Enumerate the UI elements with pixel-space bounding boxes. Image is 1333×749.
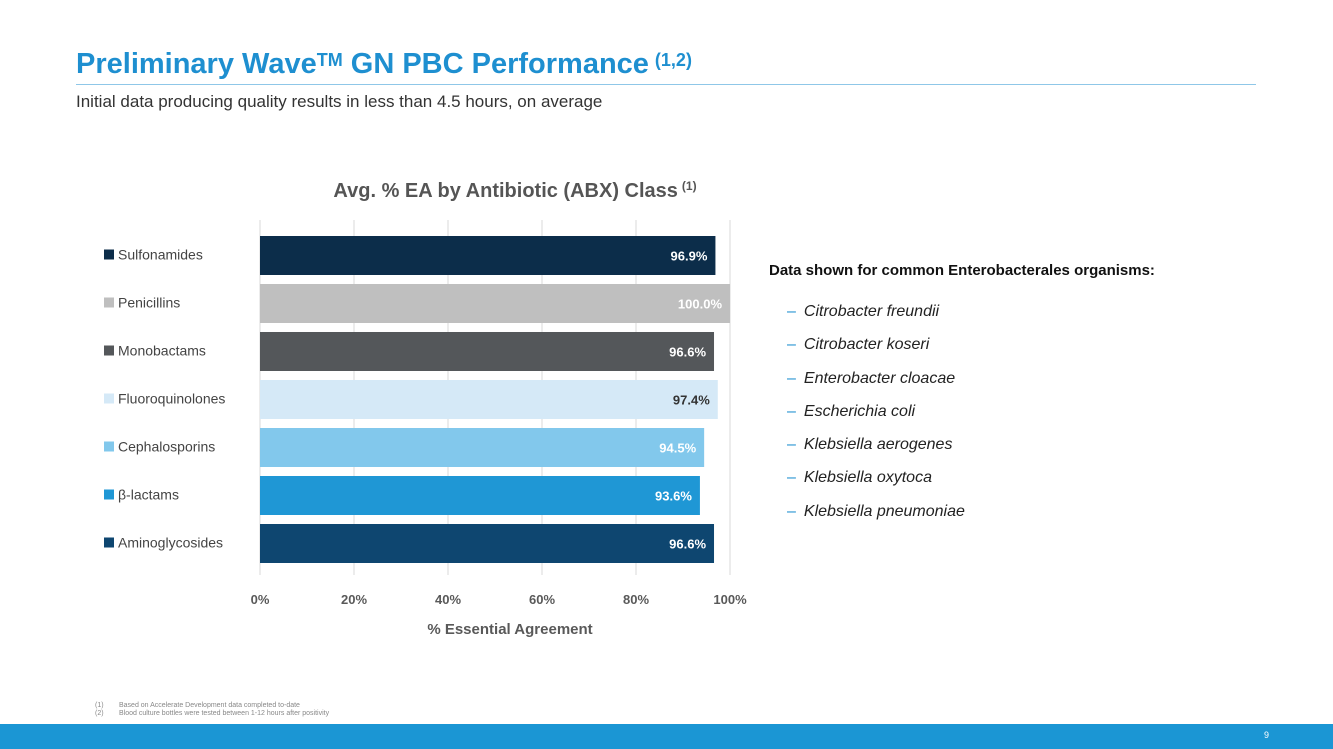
legend-label: Fluoroquinolones [118, 391, 225, 407]
data-label: 96.6% [669, 345, 706, 360]
legend-label: Sulfonamides [118, 247, 203, 263]
title-footnote-refs: (1,2) [654, 50, 692, 70]
organism-item: – Escherichia coli [787, 403, 965, 436]
footnote-number: (2) [95, 710, 104, 717]
data-label: 100.0% [678, 297, 723, 312]
title-rest: GN PBC Performance [342, 48, 649, 80]
organism-item: – Klebsiella pneumoniae [787, 503, 965, 536]
legend-label: Cephalosporins [118, 439, 215, 455]
chart-title: Avg. % EA by Antibiotic (ABX) Class (1) [333, 179, 696, 202]
bar [260, 284, 730, 323]
dash-bullet: – [787, 402, 796, 420]
x-tick-label: 60% [529, 592, 555, 607]
organism-name: Enterobacter cloacae [803, 369, 956, 387]
legend-swatch [104, 297, 114, 308]
organism-name: Klebsiella pneumoniae [803, 502, 965, 520]
footnotes: (1) Based on Accelerate Development data … [95, 702, 329, 718]
organism-item: – Citrobacter freundii [787, 303, 965, 336]
bar [260, 380, 718, 419]
legend-label: Penicillins [118, 295, 180, 311]
footnote: (1) Based on Accelerate Development data … [95, 702, 329, 710]
organism-name: Citrobacter freundii [803, 303, 940, 320]
legend-swatch [104, 249, 114, 260]
bar [260, 236, 716, 275]
footnote-text: Blood culture bottles were tested betwee… [119, 710, 330, 717]
organism-item: – Klebsiella aerogenes [787, 436, 965, 469]
organisms-heading: Data shown for common Enterobacterales o… [769, 262, 1155, 279]
chart-title-text: Avg. % EA by Antibiotic (ABX) Class [333, 180, 677, 202]
dash-bullet: – [787, 436, 796, 454]
legend-label: β-lactams [118, 487, 179, 503]
footnote-number: (1) [95, 702, 104, 709]
dash-bullet: – [787, 303, 796, 320]
page-number: 9 [1263, 730, 1269, 740]
trademark-mark: TM [316, 50, 343, 70]
title-main: Preliminary Wave [76, 48, 317, 80]
x-tick-label: 100% [713, 592, 747, 607]
bar [260, 428, 705, 467]
legend-swatch [104, 489, 114, 500]
bar [260, 476, 700, 515]
footnote-text: Based on Accelerate Development data com… [119, 702, 300, 709]
organism-item: – Enterobacter cloacae [787, 370, 965, 403]
x-tick-label: 20% [341, 592, 367, 607]
data-label: 96.6% [669, 537, 706, 552]
organism-name: Klebsiella aerogenes [803, 436, 953, 454]
organism-item: – Citrobacter koseri [787, 336, 965, 369]
chart-title-ref: (1) [682, 179, 697, 193]
ea-bar-chart: Avg. % EA by Antibiotic (ABX) Class (1) 96… [104, 179, 747, 638]
title-divider [76, 84, 1256, 85]
footer-bar: 9 [0, 724, 1333, 749]
legend-swatch [104, 345, 114, 356]
bar [260, 332, 715, 371]
data-label: 97.4% [673, 393, 710, 408]
x-tick-label: 40% [435, 592, 461, 607]
organism-item: – Klebsiella oxytoca [787, 469, 965, 502]
x-tick-label: 0% [251, 592, 270, 607]
legend-swatch [104, 441, 114, 452]
x-tick-label: 80% [623, 592, 649, 607]
organism-name: Escherichia coli [803, 402, 916, 420]
legend-swatch [104, 537, 114, 548]
legend-label: Monobactams [118, 343, 206, 359]
x-axis-label: % Essential Agreement [427, 621, 592, 638]
data-label: 94.5% [659, 441, 696, 456]
dash-bullet: – [787, 336, 796, 354]
slide-subtitle: Initial data producing quality results i… [76, 92, 603, 111]
dash-bullet: – [787, 502, 796, 520]
legend-label: Aminoglycosides [118, 535, 223, 551]
data-label: 96.9% [671, 249, 708, 264]
legend-swatch [104, 393, 114, 404]
dash-bullet: – [787, 369, 796, 387]
slide-title: Preliminary WaveTM GN PBC Performance (1,… [76, 46, 692, 82]
bar [260, 524, 715, 563]
dash-bullet: – [787, 469, 796, 487]
data-label: 93.6% [655, 489, 692, 504]
organism-list: – Citrobacter freundii – Citrobacter koseri… [787, 303, 965, 536]
footnote: (2) Blood culture bottles were tested bet… [95, 710, 329, 718]
organism-name: Klebsiella oxytoca [803, 469, 932, 487]
organism-name: Citrobacter koseri [803, 336, 930, 354]
